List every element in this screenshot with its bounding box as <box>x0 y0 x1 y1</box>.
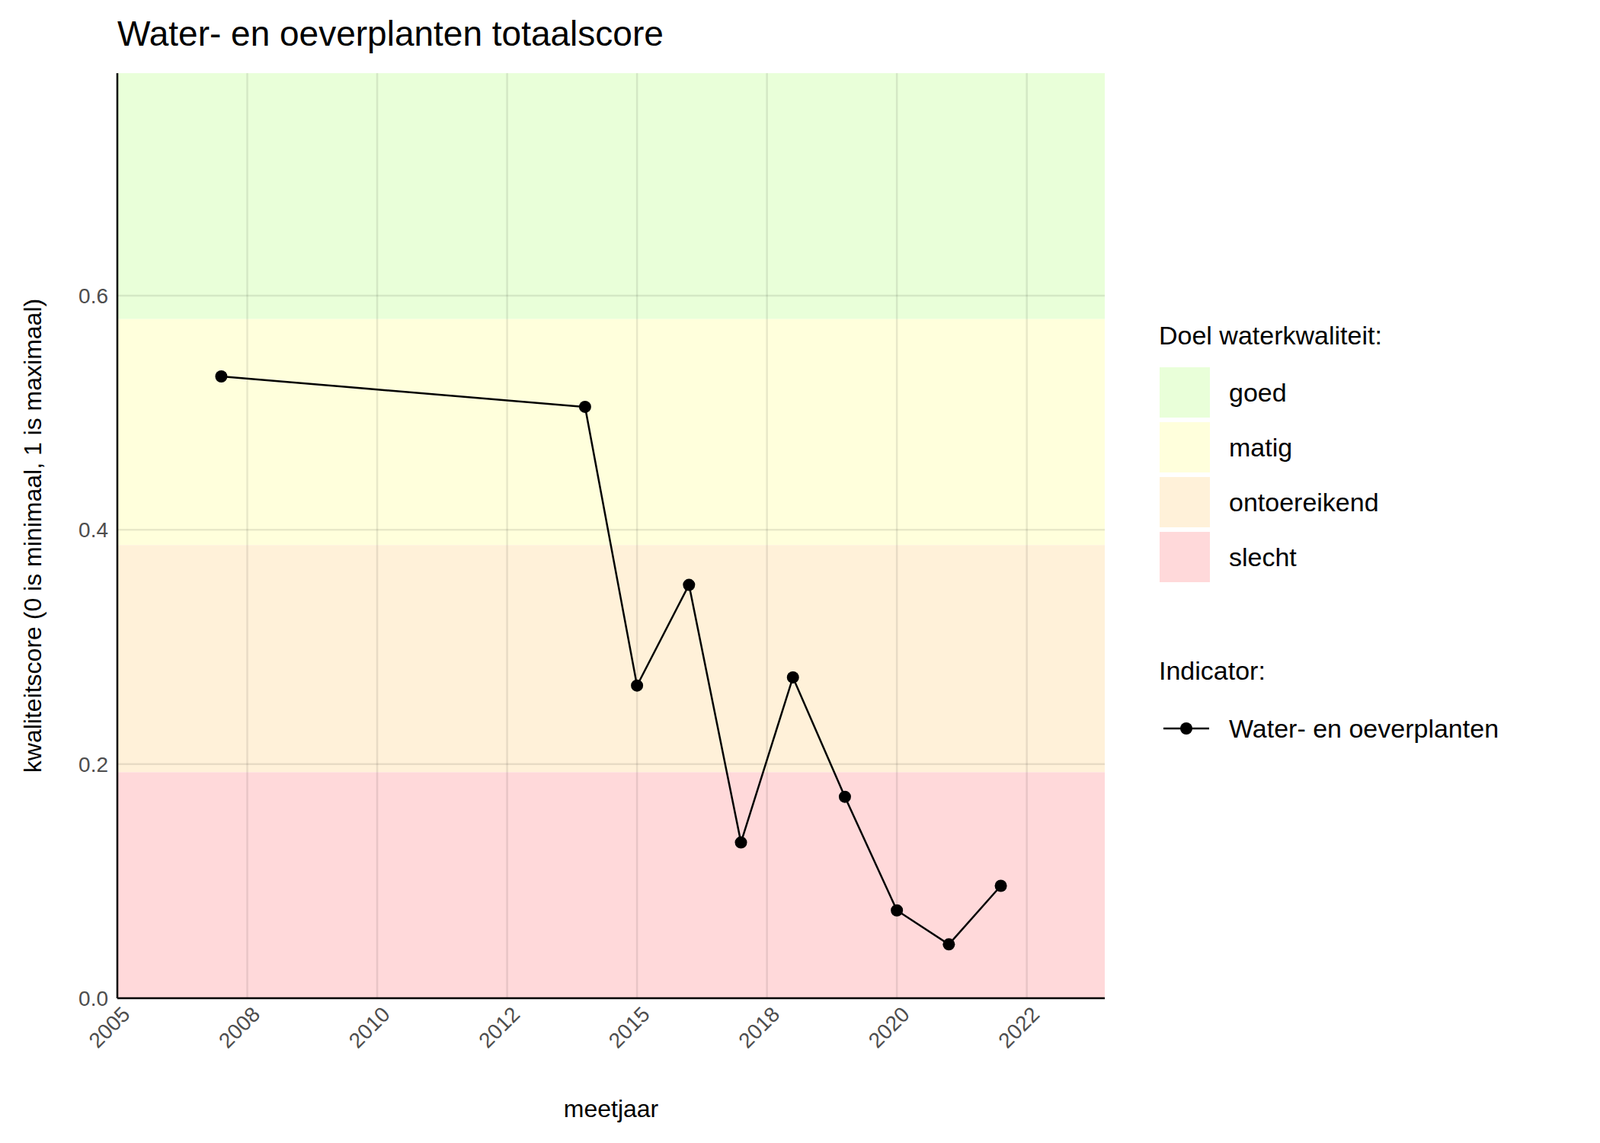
quality-band <box>117 771 1105 999</box>
legend-swatch <box>1159 422 1210 473</box>
grid-line-x <box>765 73 768 999</box>
x-tick-label: 2008 <box>214 1001 265 1053</box>
grid-line-x <box>505 73 509 999</box>
legend-label: slecht <box>1228 542 1297 572</box>
legend-swatch <box>1159 367 1210 418</box>
data-point <box>787 671 800 684</box>
grid-line-y <box>117 997 1105 999</box>
data-point <box>838 790 852 804</box>
legend-label: Water- en oeverplanten <box>1228 713 1499 743</box>
grid-line-y <box>117 762 1105 765</box>
y-tick-label: 0.0 <box>78 986 109 1011</box>
data-point <box>579 400 592 413</box>
grid-line-x <box>246 73 249 999</box>
data-point <box>942 937 955 951</box>
data-point <box>682 579 695 592</box>
x-axis-title: meetjaar <box>563 1094 660 1123</box>
grid-line-x <box>1025 73 1028 999</box>
data-point <box>890 904 903 917</box>
legend-label: goed <box>1228 377 1287 407</box>
y-tick-label: 0.4 <box>78 518 109 542</box>
y-axis-title: kwaliteitscore (0 is minimaal, 1 is maxi… <box>19 298 47 773</box>
x-tick-label: 2022 <box>993 1001 1044 1053</box>
legend-swatch <box>1159 531 1210 583</box>
quality-band <box>117 319 1105 546</box>
grid-line-x <box>636 73 639 999</box>
legend-title: Doel waterkwaliteit: <box>1158 320 1383 350</box>
legend-label: ontoereikend <box>1228 487 1380 517</box>
grid-line-x <box>117 73 119 999</box>
x-tick-label: 2020 <box>864 1001 915 1053</box>
title: Water- en oeverplanten totaalscore <box>117 13 664 54</box>
x-tick-label: 2010 <box>344 1001 395 1053</box>
data-point <box>630 679 644 692</box>
quality-band <box>117 73 1105 320</box>
y-axis <box>116 73 119 999</box>
grid-line-y <box>117 294 1105 298</box>
grid-line-x <box>376 73 379 999</box>
chart: 0.0 0.2 0.4 0.6 2005 2008 2010 2012 2015 2018 2020… <box>0 0 1600 1143</box>
grid-line-x <box>896 73 899 999</box>
series-line <box>220 376 1001 944</box>
legend-marker <box>1180 722 1193 735</box>
grid-line-y <box>117 528 1105 532</box>
x-tick-label: 2005 <box>84 1001 135 1053</box>
x-tick-label: 2018 <box>733 1001 784 1053</box>
legend-label: matig <box>1228 432 1293 462</box>
x-tick-label: 2015 <box>604 1001 655 1053</box>
x-tick-label: 2012 <box>473 1001 525 1053</box>
legend-title: Indicator: <box>1158 656 1266 685</box>
legend-swatch <box>1159 476 1210 528</box>
data-point <box>214 370 228 383</box>
data-point <box>735 836 748 849</box>
quality-band <box>117 544 1105 772</box>
x-axis <box>117 997 1105 1000</box>
y-tick-label: 0.2 <box>78 752 109 777</box>
data-point <box>995 879 1008 892</box>
plot-area <box>117 73 1105 999</box>
y-tick-label: 0.6 <box>78 284 109 308</box>
